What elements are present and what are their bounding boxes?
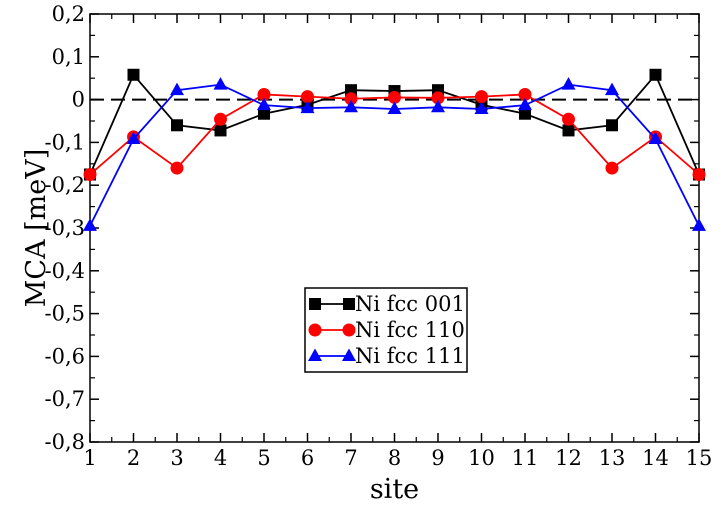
y-tick-label: -0,5 — [45, 302, 86, 326]
data-point — [519, 107, 531, 120]
legend-marker — [342, 348, 356, 361]
y-tick-label: -0,7 — [45, 387, 86, 411]
data-point — [127, 68, 140, 81]
y-tick-label: -0,6 — [45, 344, 86, 368]
data-point — [562, 124, 575, 137]
y-axis-title: MCA [meV] — [21, 149, 52, 308]
x-tick-label: 14 — [642, 446, 669, 470]
data-point — [605, 82, 619, 96]
data-point — [300, 100, 315, 114]
x-tick-label: 13 — [599, 446, 626, 470]
plot-frame — [89, 13, 700, 443]
y-tick-label: -0,4 — [45, 259, 86, 283]
x-tick-label: 6 — [301, 446, 314, 470]
data-point — [431, 91, 445, 105]
data-point — [387, 101, 402, 115]
y-tick-label: -0,1 — [45, 130, 86, 154]
data-point — [214, 124, 227, 137]
legend-marker — [308, 323, 322, 337]
data-point — [126, 131, 141, 144]
data-point — [213, 77, 228, 90]
series-group — [83, 87, 706, 181]
x-tick-label: 12 — [555, 446, 582, 470]
data-point — [301, 90, 314, 104]
legend-marker — [308, 348, 322, 361]
x-tick-label: 11 — [512, 446, 539, 470]
data-point — [648, 131, 663, 144]
data-point — [606, 119, 618, 132]
data-point — [692, 218, 706, 231]
x-tick-label: 5 — [257, 446, 270, 470]
data-point — [258, 107, 270, 120]
data-point — [344, 99, 358, 113]
x-tick-label: 10 — [468, 446, 495, 470]
legend-label: Ni fcc 001 — [355, 292, 465, 316]
data-point — [170, 161, 184, 175]
y-tick-label: -0,3 — [45, 216, 86, 240]
data-point — [561, 77, 576, 90]
x-axis-title: site — [370, 474, 419, 505]
legend-marker — [342, 323, 356, 337]
series-group — [83, 77, 706, 231]
data-point — [562, 112, 575, 126]
x-tick-label: 3 — [170, 446, 183, 470]
x-tick-label: 2 — [127, 446, 140, 470]
data-point — [475, 90, 488, 104]
data-point — [388, 90, 401, 104]
data-point — [171, 119, 183, 132]
data-point — [170, 82, 184, 96]
y-tick-label: 0 — [72, 88, 85, 112]
data-point — [214, 112, 227, 126]
data-point — [605, 161, 619, 175]
x-tick-label: 4 — [214, 446, 227, 470]
data-point — [344, 92, 358, 106]
legend-label: Ni fcc 111 — [355, 344, 465, 368]
data-point — [692, 168, 706, 181]
x-tick-label: 7 — [344, 446, 357, 470]
x-tick-label: 9 — [431, 446, 444, 470]
y-tick-label: -0,8 — [45, 430, 86, 454]
axis-ticks: 1 2 3 4 5 6 7 8 9 10 11 12 13 14 150,20,10-0,1-0,2-0,3… — [45, 2, 713, 470]
legend-marker — [309, 298, 321, 310]
data-point — [257, 97, 271, 111]
data-point — [257, 87, 271, 101]
y-tick-label: -0,2 — [45, 173, 86, 197]
y-tick-label: 0,1 — [52, 45, 85, 69]
series-layer — [83, 68, 706, 231]
data-point — [518, 87, 532, 101]
data-point — [83, 168, 97, 181]
legend-label: Ni fcc 110 — [355, 318, 465, 342]
data-point — [431, 99, 445, 113]
data-point — [474, 101, 489, 115]
data-point — [518, 97, 532, 111]
data-point — [83, 218, 97, 231]
y-tick-label: 0,2 — [52, 2, 85, 26]
x-tick-label: 1 — [83, 446, 96, 470]
legend-marker — [343, 298, 355, 310]
x-tick-label: 15 — [686, 446, 713, 470]
data-point — [649, 68, 662, 81]
x-tick-label: 8 — [388, 446, 401, 470]
